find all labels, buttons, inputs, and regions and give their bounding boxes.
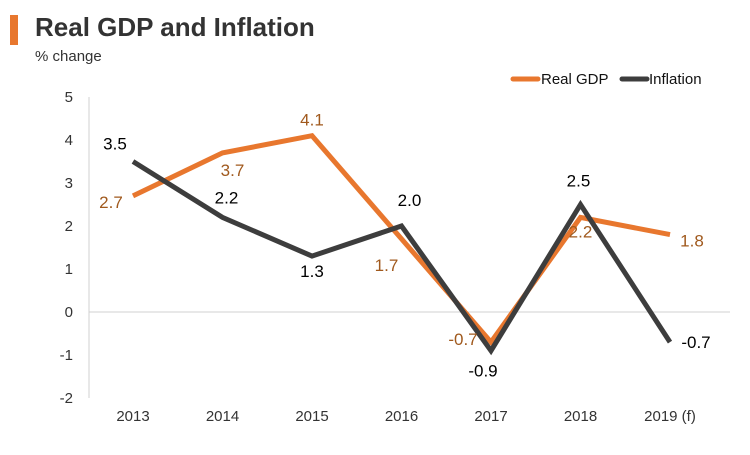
data-labels: 2.7 3.7 4.1 1.7 -0.7 2.2 1.8 3.5 2.2 1.3 2.0 -0.9 2.…: [99, 111, 710, 381]
real-gdp-data-label: -0.7: [448, 330, 477, 349]
real-gdp-data-label: 3.7: [221, 161, 245, 180]
y-tick-label: 5: [65, 89, 73, 106]
inflation-line: [131, 159, 673, 356]
real-gdp-data-label: 1.7: [375, 256, 399, 275]
y-tick-label: -1: [60, 347, 73, 364]
inflation-data-label: -0.9: [468, 362, 497, 381]
title-accent-bar: [10, 15, 18, 45]
x-tick-label: 2016: [385, 408, 418, 425]
x-tick-label: 2014: [206, 408, 239, 425]
real-gdp-data-label: 4.1: [300, 111, 324, 130]
legend: Real GDP Inflation: [510, 71, 702, 88]
y-tick-label: 4: [65, 132, 73, 149]
legend-real-gdp-label: Real GDP: [541, 71, 609, 88]
x-tick-label: 2019 (f): [644, 408, 696, 425]
y-axis-unit-label: % change: [35, 48, 102, 65]
inflation-data-label: -0.7: [681, 333, 710, 352]
legend-inflation-label: Inflation: [649, 71, 702, 88]
x-tick-label: 2018: [564, 408, 597, 425]
x-tick-label: 2015: [295, 408, 328, 425]
real-gdp-data-label: 2.7: [99, 193, 123, 212]
y-tick-label: 0: [65, 304, 73, 321]
real-gdp-data-label: 2.2: [569, 222, 593, 241]
inflation-data-label: 2.5: [567, 172, 591, 191]
inflation-data-label: 2.2: [215, 188, 239, 207]
chart-title: Real GDP and Inflation: [35, 12, 315, 42]
inflation-data-label: 3.5: [103, 135, 127, 154]
axes: [88, 97, 730, 398]
y-tick-label: -2: [60, 390, 73, 407]
inflation-data-label: 2.0: [398, 191, 422, 210]
real-gdp-data-label: 1.8: [680, 232, 704, 251]
y-tick-labels: -2 -1 0 1 2 3 4 5: [60, 89, 73, 407]
inflation-data-label: 1.3: [300, 262, 324, 281]
y-tick-label: 1: [65, 261, 73, 278]
series-lines: [131, 132, 673, 356]
y-tick-label: 3: [65, 175, 73, 192]
x-tick-label: 2013: [116, 408, 149, 425]
y-tick-label: 2: [65, 218, 73, 235]
x-tick-labels: 2013 2014 2015 2016 2017 2018 2019 (f): [116, 408, 696, 425]
x-tick-label: 2017: [474, 408, 507, 425]
real-gdp-line: [131, 132, 671, 347]
